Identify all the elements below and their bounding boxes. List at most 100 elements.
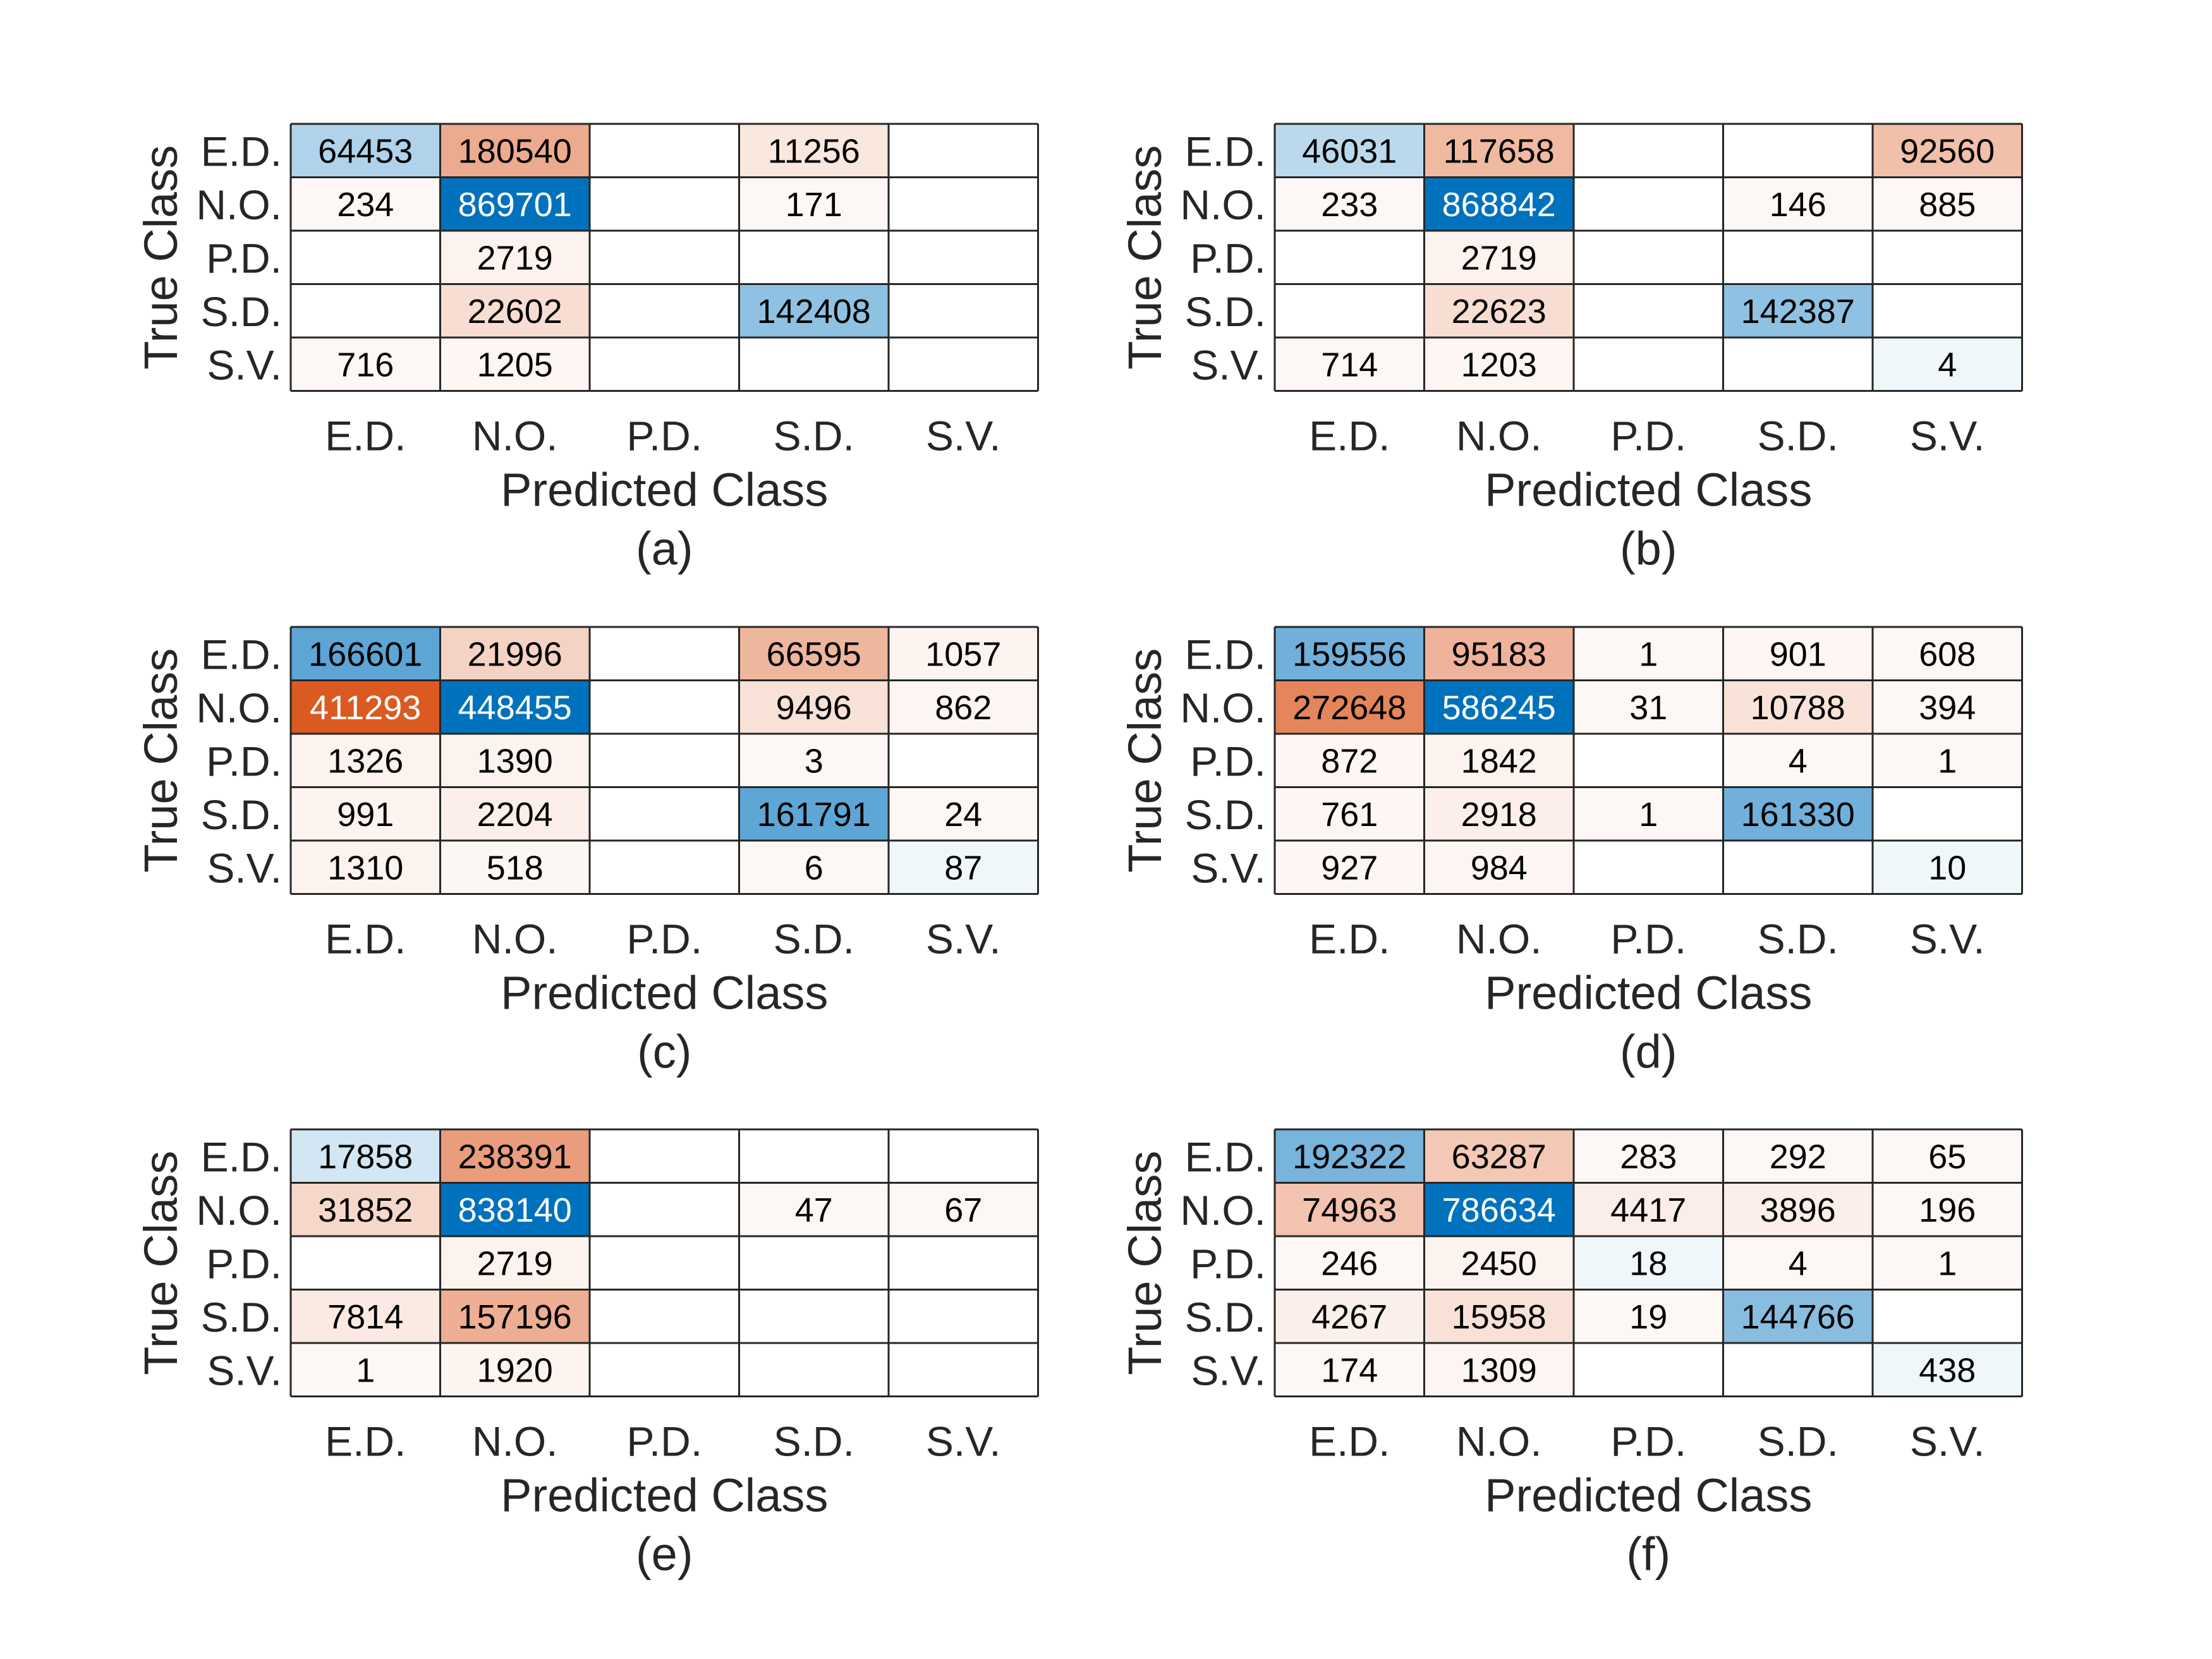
x-tick-label: S.D. <box>1758 413 1838 459</box>
matrix-cell <box>1424 177 1574 231</box>
cell-value-label: 885 <box>1919 186 1976 224</box>
matrix-cell <box>1574 1289 1723 1343</box>
cell-value-label: 4 <box>1938 346 1957 384</box>
matrix-cell <box>1873 627 2022 681</box>
cell-value-label: 166601 <box>308 635 422 673</box>
matrix-cell <box>739 1129 889 1183</box>
matrix-cell <box>590 787 739 841</box>
cell-value-label: 87 <box>944 849 982 887</box>
matrix-cell <box>1424 680 1574 734</box>
matrix-cell <box>1275 177 1425 231</box>
cell-value-label: 714 <box>1321 346 1378 384</box>
y-tick-label: E.D. <box>201 128 282 174</box>
panel-label: (f) <box>1626 1528 1670 1581</box>
cell-value-label: 862 <box>935 689 992 727</box>
matrix-cell <box>889 337 1038 391</box>
y-tick-label: S.D. <box>201 791 282 838</box>
matrix-cell <box>1574 1343 1723 1397</box>
cell-value-label: 6 <box>805 849 823 887</box>
matrix-cell <box>889 1289 1038 1343</box>
matrix-cell <box>1873 1182 2022 1236</box>
confusion-matrix-panel: 46031 117658 92560 233 868842 146 885 2719 22623… <box>1119 123 2023 575</box>
cell-value-label: 1326 <box>327 742 403 780</box>
cell-value-label: 1205 <box>477 346 553 384</box>
cell-value-label: 292 <box>1770 1138 1826 1176</box>
matrix-cell <box>739 1289 889 1343</box>
matrix-cell <box>739 680 889 734</box>
cell-value-label: 927 <box>1321 849 1378 887</box>
matrix-cell <box>590 734 739 787</box>
matrix-cell <box>1873 787 2022 841</box>
confusion-matrix-panel: 64453 180540 11256 234 869701 171 2719 22602 142… <box>135 123 1039 575</box>
matrix-cell <box>590 124 739 178</box>
cell-value-label: 7814 <box>327 1298 403 1336</box>
cell-value-label: 159556 <box>1292 635 1406 673</box>
x-tick-label: S.V. <box>926 1418 1001 1465</box>
matrix-cell <box>1873 1343 2022 1397</box>
matrix-cell <box>440 841 590 894</box>
matrix-cell <box>1574 124 1723 178</box>
cell-value-label: 142387 <box>1741 293 1855 331</box>
x-tick-label: N.O. <box>472 1418 558 1465</box>
cell-value-label: 174 <box>1321 1351 1378 1389</box>
matrix-cell <box>739 124 889 178</box>
matrix-cell <box>291 177 441 231</box>
matrix-cell <box>590 1289 739 1343</box>
panel-label: (b) <box>1620 523 1677 575</box>
y-tick-label: E.D. <box>1185 128 1266 174</box>
cell-value-label: 15958 <box>1452 1298 1547 1336</box>
matrix-cell <box>440 124 590 178</box>
y-tick-label: P.D. <box>1190 738 1266 784</box>
y-tick-label: P.D. <box>206 234 282 281</box>
matrix-cell <box>1873 231 2022 284</box>
matrix-cell <box>1275 1289 1425 1343</box>
cell-value-label: 438 <box>1919 1351 1976 1389</box>
matrix-cell <box>1873 1129 2022 1183</box>
matrix-cell <box>1275 680 1425 734</box>
panel-label: (c) <box>637 1026 691 1078</box>
x-tick-label: S.V. <box>926 916 1001 963</box>
matrix-cell <box>889 284 1038 337</box>
matrix-cell <box>1723 284 1873 337</box>
y-tick-label: P.D. <box>206 1240 282 1287</box>
matrix-cell <box>1424 1289 1574 1343</box>
cell-value-label: 984 <box>1471 849 1528 887</box>
cell-value-label: 1 <box>1639 796 1658 834</box>
matrix-cell <box>590 231 739 284</box>
matrix-cell <box>1873 337 2022 391</box>
y-axis-title: True Class <box>135 648 187 873</box>
y-tick-label: N.O. <box>196 684 282 731</box>
matrix-cell <box>291 680 441 734</box>
y-tick-label: E.D. <box>1185 631 1266 678</box>
matrix-cell <box>889 1343 1038 1397</box>
matrix-cell <box>1275 627 1425 681</box>
matrix-cell <box>590 680 739 734</box>
matrix-cell <box>590 627 739 681</box>
x-tick-label: S.D. <box>1758 1418 1838 1465</box>
matrix-cell <box>1275 337 1425 391</box>
panel-label: (a) <box>636 523 693 575</box>
cell-value-label: 872 <box>1321 742 1378 780</box>
matrix-cell <box>1424 1182 1574 1236</box>
y-axis-title: True Class <box>1119 145 1171 370</box>
matrix-cell <box>1275 1182 1425 1236</box>
panel-label: (e) <box>636 1528 693 1581</box>
cell-value-label: 411293 <box>310 689 421 727</box>
cell-value-label: 991 <box>337 796 394 834</box>
matrix-cell <box>739 627 889 681</box>
matrix-cell <box>739 177 889 231</box>
matrix-cell <box>1873 841 2022 894</box>
x-axis-title: Predicted Class <box>1485 967 1812 1019</box>
cell-value-label: 1920 <box>477 1351 553 1389</box>
matrix-cell <box>1723 627 1873 681</box>
cell-value-label: 1 <box>1639 635 1658 673</box>
matrix-cell <box>291 1129 441 1183</box>
confusion-matrix-panel: 159556 95183 1 901 608 272648 586245 31 10788 394… <box>1119 626 2023 1078</box>
matrix-cell <box>1574 734 1723 787</box>
cell-value-label: 9496 <box>776 689 852 727</box>
matrix-cell <box>590 1129 739 1183</box>
x-tick-label: E.D. <box>1309 1418 1390 1465</box>
matrix-cell <box>1574 231 1723 284</box>
cell-value-label: 716 <box>337 346 394 384</box>
cell-value-label: 838140 <box>458 1191 572 1229</box>
